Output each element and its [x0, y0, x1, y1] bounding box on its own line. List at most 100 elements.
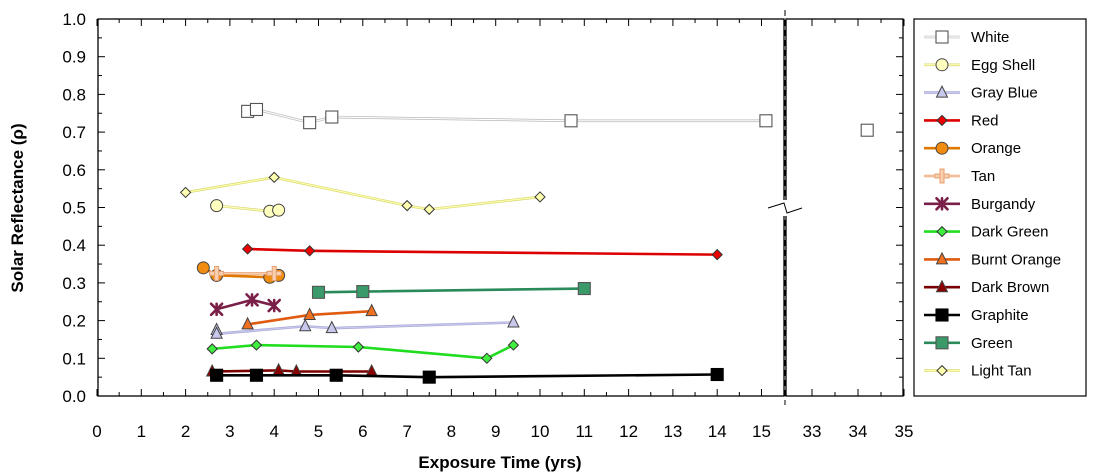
- x-tick-label: 0: [92, 422, 101, 441]
- y-tick-label: 0.1: [62, 349, 86, 368]
- series-egg-shell: [210, 199, 286, 218]
- data-point: [266, 265, 282, 281]
- data-point: [759, 114, 773, 128]
- data-point: [249, 368, 264, 382]
- legend-item-tan: Tan: [924, 168, 995, 185]
- series-graphite: [210, 367, 724, 384]
- data-point: [210, 368, 224, 382]
- marker-plus-v: [939, 168, 945, 184]
- data-point: [507, 339, 520, 351]
- legend-label: Red: [971, 112, 999, 129]
- y-tick-label: 0.2: [62, 312, 86, 331]
- legend-marker: [935, 251, 949, 265]
- x-tick-label: 9: [491, 422, 500, 441]
- legend-item-light-tan: Light Tan: [924, 363, 1032, 380]
- series-red: [241, 243, 723, 261]
- y-tick-label: 0.4: [62, 236, 86, 255]
- legend-marker: [935, 141, 949, 155]
- y-tick-label: 0.8: [62, 85, 86, 104]
- data-point: [329, 368, 343, 382]
- data-point: [245, 293, 259, 307]
- legend-item-gray-blue: Gray Blue: [924, 85, 1038, 102]
- data-point: [298, 318, 312, 332]
- data-point: [209, 302, 224, 317]
- data-point: [272, 203, 286, 217]
- legend-marker: [936, 114, 948, 127]
- legend-label: Tan: [971, 168, 995, 185]
- data-point: [325, 110, 339, 124]
- x-tick-label: 1: [137, 422, 146, 441]
- series-line: [216, 298, 275, 311]
- data-point: [352, 341, 365, 353]
- plot-frame-broken: [785, 18, 904, 397]
- legend-label: Dark Green: [971, 224, 1049, 241]
- series-light-tan: [179, 171, 546, 216]
- y-tick-label: 0.7: [62, 123, 86, 142]
- series-burnt-orange: [241, 303, 378, 330]
- data-point: [303, 116, 317, 130]
- data-point: [710, 367, 724, 382]
- data-point: [577, 282, 591, 296]
- x-tick-label: 14: [708, 422, 727, 441]
- y-tick-label: 0.3: [62, 274, 86, 293]
- y-tick-label: 0.5: [62, 199, 86, 218]
- data-point: [534, 191, 546, 203]
- legend-label: Egg Shell: [971, 57, 1035, 74]
- legend-item-white: White: [924, 29, 1009, 46]
- series-line: [212, 369, 372, 373]
- data-point: [210, 199, 224, 213]
- y-tick-label: 0.6: [62, 161, 86, 180]
- data-point: [356, 285, 370, 299]
- legend-label: Dark Brown: [971, 279, 1049, 296]
- x-tick-label: 4: [269, 422, 278, 441]
- data-point: [401, 199, 413, 212]
- legend-marker: [936, 225, 948, 238]
- data-point: [241, 316, 254, 330]
- legend-item-green: Green: [924, 335, 1013, 352]
- x-tick-label: 8: [447, 422, 456, 441]
- legend-marker: [935, 84, 949, 98]
- data-point: [365, 303, 378, 317]
- axis-break-mark: [767, 202, 803, 214]
- series-gray-blue: [210, 314, 520, 339]
- y-tick-label: 0.9: [62, 48, 86, 67]
- data-point: [249, 102, 264, 117]
- data-point: [241, 243, 254, 255]
- data-point: [196, 261, 210, 275]
- y-tick-label: 1.0: [62, 10, 86, 29]
- legend-marker: [936, 364, 948, 377]
- x-tick-label: 3: [225, 422, 234, 441]
- legend-marker: [935, 279, 949, 293]
- data-point: [210, 326, 223, 339]
- series-burgandy: [209, 293, 282, 317]
- x-tick-label: 35: [895, 422, 914, 441]
- plot-axes: 0.00.10.20.30.40.50.60.70.80.91.00 1 2 3 4 5 6…: [62, 10, 913, 441]
- legend: White Egg Shell Gray Blue Red Orange Tan Burga…: [913, 18, 1087, 397]
- legend-marker: [935, 308, 949, 322]
- series-white: [241, 102, 874, 137]
- data-point: [507, 314, 520, 328]
- x-tick-label: 34: [849, 422, 868, 441]
- data-point: [179, 186, 192, 199]
- data-point: [267, 298, 282, 313]
- legend-label: White: [971, 29, 1009, 46]
- legend-item-egg-shell: Egg Shell: [924, 57, 1035, 74]
- x-tick-label: 33: [803, 422, 822, 441]
- y-tick-label: 0.0: [62, 387, 86, 406]
- legend-item-dark-green: Dark Green: [924, 224, 1049, 241]
- data-point: [860, 123, 874, 137]
- data-point: [422, 370, 436, 384]
- x-tick-label: 15: [752, 422, 771, 441]
- data-point: [206, 343, 218, 355]
- data-point: [303, 307, 316, 320]
- x-tick-label: 12: [619, 422, 638, 441]
- marker-plus-v: [214, 265, 220, 281]
- series-tan: [209, 265, 282, 281]
- x-tick-label: 2: [181, 422, 190, 441]
- data-point: [303, 245, 316, 257]
- y-axis-title: Solar Reflectance (ρ): [8, 123, 27, 292]
- legend-item-graphite: Graphite: [924, 307, 1029, 324]
- legend-marker: [935, 336, 949, 350]
- legend-label: Burgandy: [971, 196, 1036, 213]
